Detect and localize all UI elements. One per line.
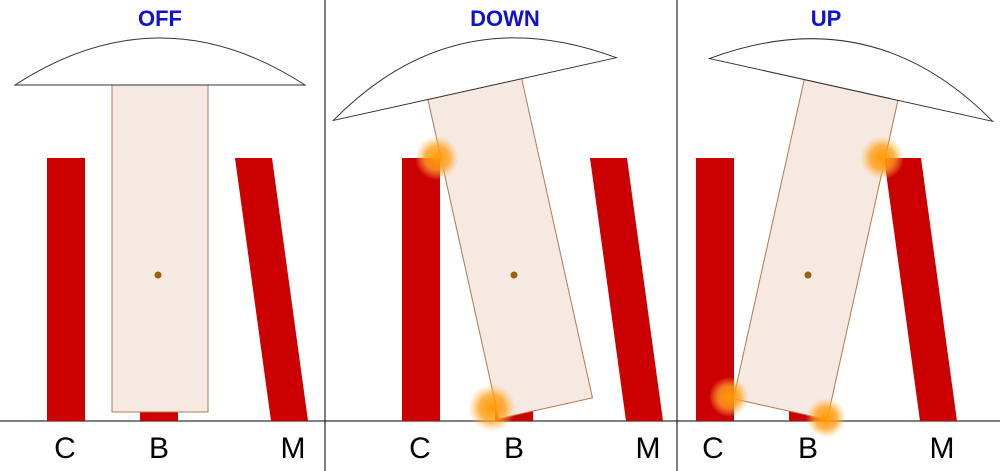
panel-off: OFF C B M xyxy=(14,6,308,465)
spark xyxy=(860,136,904,180)
panel-title: OFF xyxy=(138,6,182,31)
contact-c xyxy=(402,158,440,421)
label: M xyxy=(636,432,661,465)
panel-up: UP C B M xyxy=(638,6,1000,465)
spark xyxy=(709,377,749,417)
label: M xyxy=(281,432,306,465)
label: M xyxy=(930,432,955,465)
contact-c xyxy=(47,158,85,421)
panel-title: UP xyxy=(811,6,842,31)
spark xyxy=(468,384,516,432)
label: C xyxy=(54,432,76,465)
label: B xyxy=(149,432,169,465)
spark xyxy=(415,136,459,180)
panel-down: DOWN C B M xyxy=(322,6,688,465)
contact-m xyxy=(884,158,957,421)
contact-m xyxy=(590,158,663,421)
label: B xyxy=(798,432,818,465)
label: B xyxy=(504,432,524,465)
contact-m xyxy=(235,158,308,421)
panel-title: DOWN xyxy=(470,6,540,31)
label: C xyxy=(409,432,431,465)
label: C xyxy=(702,432,724,465)
spark xyxy=(806,398,846,438)
